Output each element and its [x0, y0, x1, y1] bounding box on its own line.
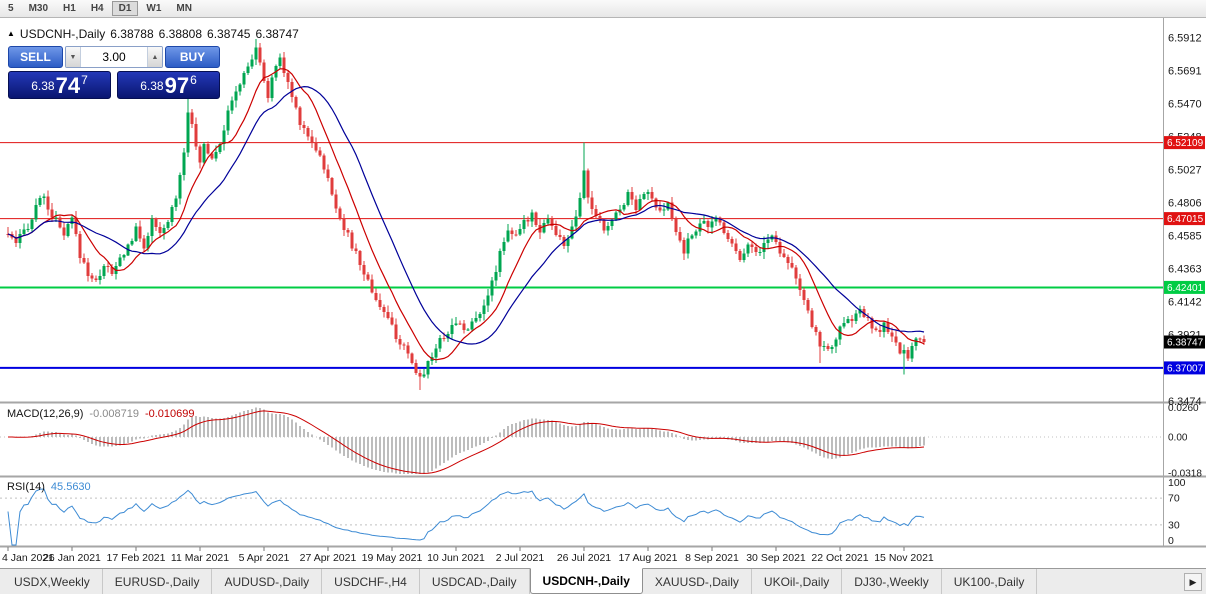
svg-text:6.5027: 6.5027	[1168, 165, 1202, 177]
svg-text:0: 0	[1168, 535, 1174, 547]
chart-tab-usdcad-daily[interactable]: USDCAD-,Daily	[420, 569, 530, 594]
timeframe-button-mn[interactable]: MN	[169, 1, 199, 16]
chart-canvas[interactable]: 6.59126.56916.54706.52486.50276.48066.45…	[0, 18, 1206, 568]
horizontal-level-lines	[0, 142, 1163, 369]
svg-text:4 Jan 2021: 4 Jan 2021	[2, 552, 54, 564]
svg-text:70: 70	[1168, 493, 1180, 505]
timeframe-toolbar: 5 M30 H1 H4 D1 W1 MN	[0, 0, 1206, 18]
buy-price-big: 97	[164, 73, 190, 98]
sell-price-sup: 7	[81, 73, 88, 87]
chart-tab-eurusd-daily[interactable]: EURUSD-,Daily	[103, 569, 213, 594]
one-click-collapse-toggle[interactable]: ▲	[7, 29, 15, 38]
buy-price-prefix: 6.38	[140, 79, 164, 93]
svg-text:6.4142: 6.4142	[1168, 297, 1202, 309]
svg-text:17 Feb 2021: 17 Feb 2021	[107, 552, 166, 564]
svg-text:6.4806: 6.4806	[1168, 198, 1202, 210]
svg-text:6.5912: 6.5912	[1168, 33, 1202, 45]
svg-text:6.3474: 6.3474	[1168, 396, 1202, 408]
timeframe-button-h1[interactable]: H1	[56, 1, 83, 16]
svg-text:26 Jan 2021: 26 Jan 2021	[43, 552, 101, 564]
chart-tab-xauusd-daily[interactable]: XAUUSD-,Daily	[643, 569, 752, 594]
timeframe-button-d1[interactable]: D1	[111, 1, 139, 16]
rsi-level-lines	[0, 497, 1163, 526]
svg-text:30: 30	[1168, 519, 1180, 531]
volume-input[interactable]	[81, 47, 147, 67]
chart-tab-uk100-daily[interactable]: UK100-,Daily	[942, 569, 1038, 594]
svg-text:6.52109: 6.52109	[1167, 138, 1204, 149]
svg-text:5 Apr 2021: 5 Apr 2021	[239, 552, 290, 564]
svg-text:6.5691: 6.5691	[1168, 66, 1202, 78]
chart-tabbar: USDX,Weekly EURUSD-,Daily AUDUSD-,Daily USD…	[0, 568, 1206, 594]
svg-text:6.37007: 6.37007	[1167, 363, 1204, 374]
tab-scroll-right-button[interactable]: ▶	[1184, 572, 1202, 591]
one-click-price-row: 6.38 74 7 6.38 97 6	[8, 71, 220, 99]
chart-tab-audusd-daily[interactable]: AUDUSD-,Daily	[212, 569, 323, 594]
svg-text:6.4585: 6.4585	[1168, 231, 1202, 243]
buy-price-sup: 6	[190, 73, 197, 87]
sell-price-display[interactable]: 6.38 74 7	[8, 71, 111, 99]
svg-text:6.5470: 6.5470	[1168, 98, 1202, 110]
svg-text:19 May 2021: 19 May 2021	[362, 552, 423, 564]
rsi-line	[7, 488, 925, 546]
buy-price-display[interactable]: 6.38 97 6	[117, 71, 220, 99]
svg-text:6.42401: 6.42401	[1167, 283, 1204, 294]
svg-text:6.38747: 6.38747	[1167, 338, 1204, 349]
timeframe-button-h4[interactable]: H4	[84, 1, 111, 16]
svg-text:6.47015: 6.47015	[1167, 214, 1204, 225]
sell-price-big: 74	[55, 73, 81, 98]
svg-text:6.4363: 6.4363	[1168, 264, 1202, 276]
svg-text:11 Mar 2021: 11 Mar 2021	[171, 552, 229, 564]
svg-text:15 Nov 2021: 15 Nov 2021	[874, 552, 934, 564]
chart-tab-ukoil-daily[interactable]: UKOil-,Daily	[752, 569, 843, 594]
chart-tab-dj30-weekly[interactable]: DJ30-,Weekly	[842, 569, 942, 594]
macd-signal-line	[8, 410, 925, 474]
chart-area: 6.59126.56916.54706.52486.50276.48066.45…	[0, 18, 1206, 568]
buy-button[interactable]: BUY	[165, 46, 220, 68]
volume-increase-button[interactable]: ▲	[147, 47, 162, 67]
rsi-axis[interactable]: 100 70 30 0	[1168, 477, 1186, 547]
svg-text:10 Jun 2021: 10 Jun 2021	[427, 552, 485, 564]
timeframe-button-m30[interactable]: M30	[22, 1, 55, 16]
sell-price-prefix: 6.38	[31, 79, 55, 93]
svg-text:30 Sep 2021: 30 Sep 2021	[746, 552, 806, 564]
moving-average-10	[7, 68, 925, 361]
svg-text:22 Oct 2021: 22 Oct 2021	[811, 552, 868, 564]
svg-text:-0.0318: -0.0318	[1168, 468, 1202, 479]
candles	[6, 39, 926, 390]
svg-text:100: 100	[1168, 477, 1186, 489]
chart-tab-usdcnh-daily[interactable]: USDCNH-,Daily	[529, 568, 643, 594]
volume-decrease-button[interactable]: ▼	[66, 47, 81, 67]
svg-text:0.0260: 0.0260	[1168, 403, 1199, 414]
svg-text:2 Jul 2021: 2 Jul 2021	[496, 552, 545, 564]
svg-text:8 Sep 2021: 8 Sep 2021	[685, 552, 739, 564]
timeframe-button-5[interactable]: 5	[1, 1, 21, 16]
macd-axis[interactable]: 0.0260 0.00 -0.0318	[1168, 403, 1202, 479]
pane-dividers	[0, 18, 1206, 548]
svg-text:0.00: 0.00	[1168, 433, 1188, 444]
svg-text:27 Apr 2021: 27 Apr 2021	[300, 552, 357, 564]
sell-button[interactable]: SELL	[8, 46, 63, 68]
moving-average-21	[7, 85, 925, 345]
one-click-order-row: SELL ▼ ▲ BUY	[8, 46, 220, 68]
chart-tab-usdx-weekly[interactable]: USDX,Weekly	[2, 569, 103, 594]
svg-text:17 Aug 2021: 17 Aug 2021	[619, 552, 678, 564]
timeframe-button-w1[interactable]: W1	[139, 1, 168, 16]
svg-text:26 Jul 2021: 26 Jul 2021	[557, 552, 611, 564]
volume-spinner: ▼ ▲	[65, 46, 163, 68]
chart-tab-usdchf-h4[interactable]: USDCHF-,H4	[322, 569, 420, 594]
price-tags: 6.52109 6.47015 6.42401 6.37007 6.38747	[1164, 136, 1205, 375]
